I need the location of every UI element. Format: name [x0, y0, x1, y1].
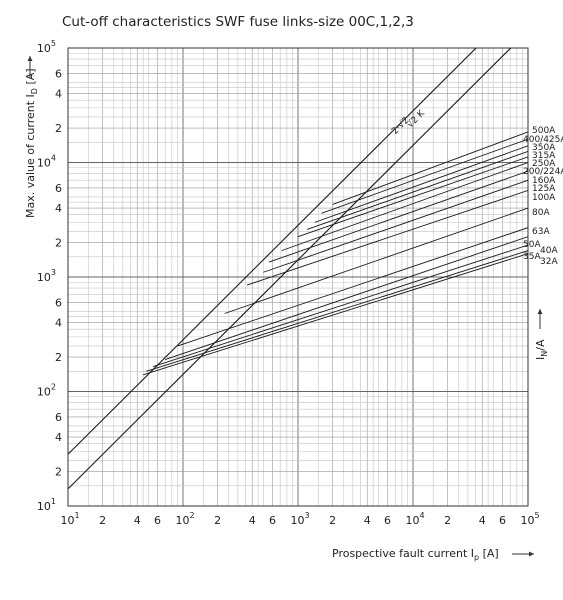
series-label: 80A — [532, 208, 550, 218]
plot-frame — [67, 47, 529, 507]
y-tick-label: 4 — [55, 88, 62, 101]
series-label: 400/425A — [523, 135, 563, 145]
y-tick-label: 104 — [37, 154, 56, 170]
y-tick-label: 103 — [37, 268, 56, 284]
series-line-125A — [263, 179, 528, 273]
x-tick-label: 4 — [249, 514, 256, 527]
y-tick-label: 6 — [55, 411, 62, 424]
tick-labels: 101 2 4 6 102 2 4 6 103 2 4 6 104 2 4 6 1051012461022461… — [37, 39, 540, 527]
x-tick-label: 6 — [384, 514, 391, 527]
x-tick-label: 2 — [214, 514, 221, 527]
x-tick-label: 4 — [479, 514, 486, 527]
series-label: 35A — [523, 252, 541, 262]
x-tick-label: 6 — [499, 514, 506, 527]
y-tick-label: 6 — [55, 296, 62, 309]
y-tick-label: 4 — [55, 317, 62, 330]
series-line-63A — [177, 227, 528, 347]
series-label: 63A — [532, 227, 550, 237]
series-line-50A — [165, 236, 528, 361]
series-line-160A — [268, 170, 528, 263]
series-line-100A — [246, 190, 528, 286]
y-tick-label: 2 — [55, 351, 62, 364]
series-line-400/425A — [321, 138, 528, 214]
y-tick-label: 6 — [55, 67, 62, 80]
x-tick-label: 2 — [444, 514, 451, 527]
y-tick-label: 105 — [37, 39, 56, 55]
x-tick-label: 4 — [134, 514, 141, 527]
x-tick-label: 104 — [405, 511, 424, 527]
series-label: 200/224A — [523, 167, 563, 177]
series-label: 32A — [540, 257, 558, 267]
series-line-500A — [332, 131, 528, 205]
rated-current-axis-label: IN/A — [534, 339, 549, 360]
y-tick-label: 101 — [37, 497, 56, 513]
x-tick-label: 2 — [99, 514, 106, 527]
x-tick-label: 6 — [269, 514, 276, 527]
x-tick-label: 2 — [329, 514, 336, 527]
series-label: 250A — [532, 159, 556, 169]
series-label: 315A — [532, 151, 556, 161]
y-tick-label: 2 — [55, 466, 62, 479]
series-line-250A — [297, 156, 528, 238]
rated-current-arrowhead — [537, 309, 543, 314]
y-tick-label: 102 — [37, 383, 56, 399]
series-label: 125A — [532, 184, 556, 194]
x-tick-label: 102 — [175, 511, 194, 527]
x-tick-label: 105 — [520, 511, 539, 527]
series-label: 500A — [532, 126, 556, 136]
series-line-40A — [153, 244, 528, 368]
series-line-315A — [306, 150, 528, 230]
x-tick-label: 101 — [60, 511, 79, 527]
y-tick-label: 4 — [55, 431, 62, 444]
x-axis-label: Prospective fault current Ip [A] — [332, 547, 499, 562]
series-line-200/224A — [281, 162, 528, 252]
series-label: 350A — [532, 143, 556, 153]
y-axis-arrowhead — [27, 56, 33, 61]
curve-labels: 2·√2√2 K500A400/425A350A315A250A200/224A… — [390, 107, 563, 267]
series-line-35A — [146, 250, 528, 372]
reference-line-label: √2 K — [405, 107, 428, 130]
series-label: 160A — [532, 176, 556, 186]
series-label: 50A — [523, 240, 541, 250]
y-tick-label: 4 — [55, 202, 62, 215]
x-axis-arrowhead — [529, 551, 534, 557]
x-tick-label: 6 — [154, 514, 161, 527]
y-tick-label: 2 — [55, 122, 62, 135]
chart-title: Cut-off characteristics SWF fuse links-s… — [62, 14, 414, 30]
y-axis-label: Max. value of current ID [A] — [24, 68, 39, 218]
grid — [67, 48, 528, 507]
series-label: 40A — [540, 246, 558, 256]
series-line-80A — [224, 207, 528, 314]
series-label: 100A — [532, 193, 556, 203]
reference-line-1 — [68, 48, 477, 455]
x-tick-label: 4 — [364, 514, 371, 527]
y-tick-label: 6 — [55, 182, 62, 195]
x-tick-label: 103 — [290, 511, 309, 527]
series-line-32A — [142, 253, 528, 376]
y-tick-label: 2 — [55, 237, 62, 250]
series-line-350A — [314, 145, 528, 223]
curves — [68, 48, 528, 490]
